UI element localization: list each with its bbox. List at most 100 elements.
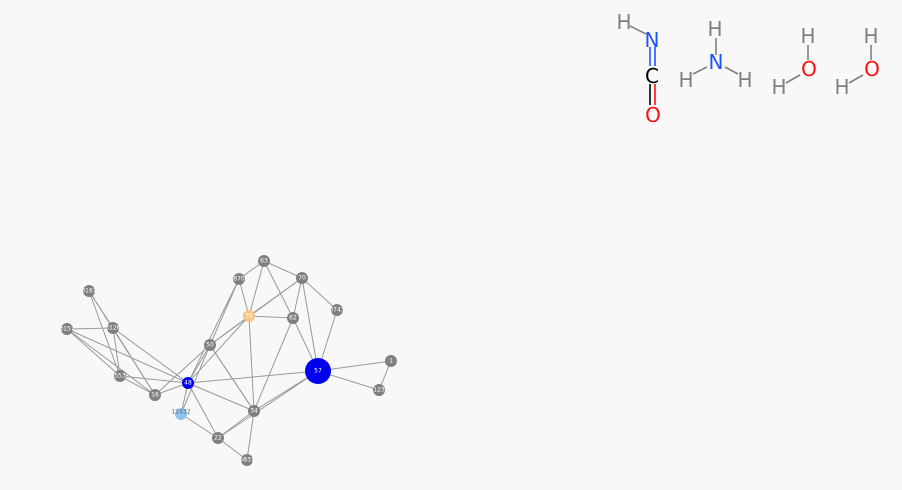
network-node-circle (373, 384, 385, 396)
network-edge (119, 375, 189, 384)
atom-h: H (707, 17, 722, 41)
network-node-circle (305, 358, 331, 384)
network-node[interactable]: 16 (149, 389, 161, 401)
network-node[interactable]: 22 (212, 432, 224, 444)
network-node-label: 123 (373, 387, 385, 394)
network-node[interactable]: 870 (233, 273, 245, 285)
network-edge (187, 278, 240, 384)
network-node-label: 3157 (59, 326, 74, 333)
network-edge (112, 327, 121, 377)
network-node-circle (61, 323, 73, 335)
network-node-circle (233, 273, 245, 285)
network-node-circle (114, 370, 126, 382)
network-node[interactable]: 3743 (329, 304, 345, 316)
network-node[interactable]: 57 (305, 358, 331, 384)
network-edge (238, 278, 250, 317)
network-edge (292, 277, 303, 319)
network-edge (187, 382, 219, 439)
atom-o: O (645, 103, 661, 127)
atom-n: N (645, 28, 660, 52)
network-node-circle (175, 408, 187, 420)
network-edge (253, 317, 294, 412)
network-node[interactable]: 50 (204, 339, 216, 351)
network-node-circle (243, 310, 255, 322)
network-edge (187, 370, 319, 384)
network-edge (88, 290, 121, 377)
network-node[interactable]: 12432 (171, 408, 191, 420)
network-node-label: 22 (214, 435, 222, 442)
network-node-circle (331, 304, 343, 316)
network-edge (66, 327, 114, 330)
network-edge (248, 315, 255, 412)
network-node-label: 5831 (239, 457, 254, 464)
atom-n: N (709, 50, 724, 74)
network-node-label: 34 (250, 408, 258, 415)
atom-o: O (864, 57, 880, 81)
network-node[interactable]: 5831 (239, 454, 255, 466)
network-node[interactable]: 3126 (105, 322, 121, 334)
molecule-water-1[interactable]: H O H (771, 24, 816, 99)
network-node-label: 553 (114, 373, 126, 380)
network-node[interactable]: 63 (258, 255, 270, 267)
network-node[interactable]: 3157 (59, 323, 75, 335)
network-node-label: 3167 (81, 288, 96, 295)
network-node-circle (385, 355, 397, 367)
molecule-formamide[interactable]: H N C O (616, 10, 660, 127)
network-node-label: 48 (184, 380, 192, 387)
network-edge (66, 328, 121, 377)
network-node[interactable]: 34 (248, 405, 260, 417)
network-edge (209, 278, 240, 346)
network-node-label: 57 (314, 368, 322, 375)
network-edge (112, 327, 156, 396)
network-edge (187, 315, 250, 384)
network-edge (263, 260, 303, 279)
atom-h: H (834, 75, 849, 99)
network-edge (112, 327, 189, 384)
atom-h: H (737, 68, 752, 92)
network-node-circle (107, 322, 119, 334)
network-node-circle (204, 339, 216, 351)
network-edge (217, 437, 248, 461)
network-node-circle (287, 312, 299, 324)
network-edge (263, 260, 294, 319)
network-node-circle (212, 432, 224, 444)
network-edge (217, 370, 319, 439)
network-node-label: 16 (151, 392, 159, 399)
network-node[interactable]: 48 (182, 377, 194, 389)
network-edge (209, 344, 255, 412)
network-edge (187, 344, 211, 384)
network-node-circle (83, 285, 95, 297)
network-edge (248, 315, 294, 319)
network-node-circle (241, 454, 253, 466)
network-node-label: 870 (233, 276, 245, 283)
network-node[interactable]: 3167 (81, 285, 97, 297)
molecule-water-2[interactable]: H O H (834, 24, 879, 99)
atom-h: H (616, 10, 631, 34)
network-node[interactable]: 553 (114, 370, 126, 382)
network-edge (248, 260, 265, 317)
network-node[interactable]: 70 (296, 272, 308, 284)
network-edge (180, 344, 211, 415)
network-node[interactable]: 123 (373, 384, 385, 396)
network-edge (187, 382, 255, 412)
atom-h: H (678, 68, 693, 92)
network-nodes: 3167 3157 3126 553 16 48 12432 22 5831 34 50 35 870 6… (59, 255, 397, 466)
network-node-label: 35 (245, 313, 253, 320)
network-edge (180, 413, 219, 439)
molecule-ammonia[interactable]: H N H H (678, 17, 752, 92)
network-node-label: 50 (206, 342, 214, 349)
network-node-circle (182, 377, 194, 389)
network-node-label: 3743 (329, 307, 344, 314)
network-node[interactable]: 62 (287, 312, 299, 324)
atom-h: H (771, 75, 786, 99)
network-node-label: 63 (260, 258, 268, 265)
network-edge (154, 344, 211, 396)
network-edge (66, 328, 189, 384)
atom-o: O (801, 57, 817, 81)
atom-h: H (800, 24, 815, 48)
network-node[interactable]: 1 (385, 355, 397, 367)
network-node[interactable]: 35 (243, 310, 255, 322)
network-edge (119, 375, 156, 396)
network-node-label: 3126 (105, 325, 120, 332)
